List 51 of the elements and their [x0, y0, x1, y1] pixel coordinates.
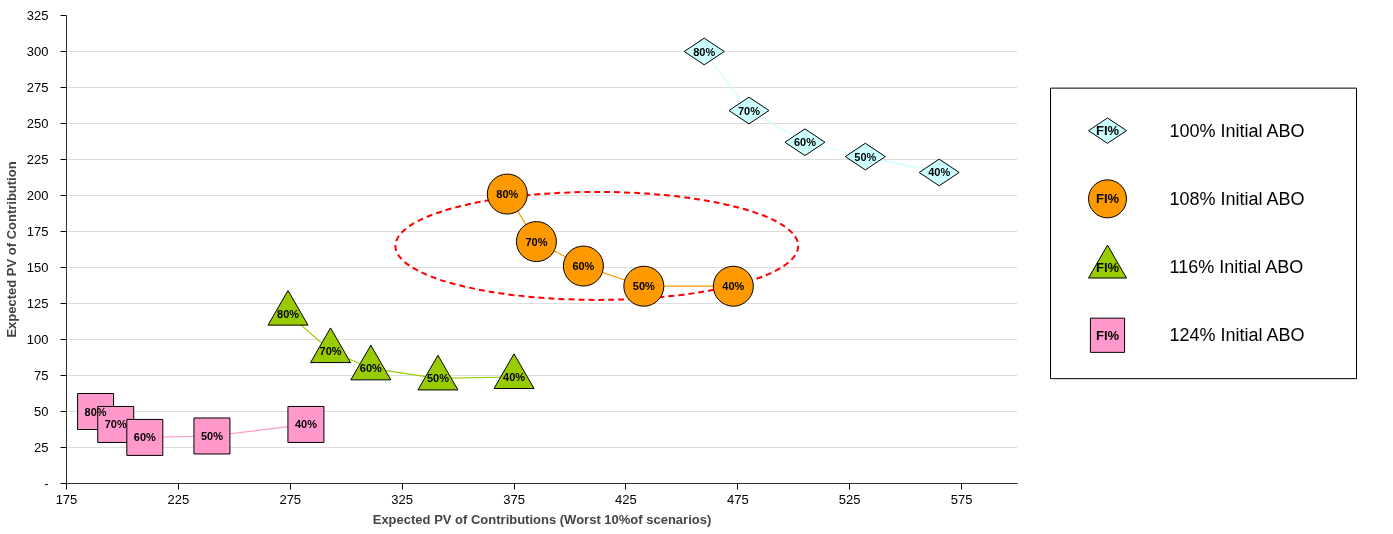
legend-label: 116% Initial ABO [1169, 257, 1304, 278]
annotation: 40% [722, 280, 745, 293]
y-tick-label: 325 [26, 8, 49, 23]
y-tick-label: 125 [26, 296, 49, 311]
point [486, 173, 528, 215]
y-tick-label: 50 [34, 404, 49, 419]
x-tick-label: 325 [391, 491, 414, 507]
y-tick-label: 225 [26, 152, 49, 167]
annotation: 50% [426, 372, 450, 385]
x-tick-label: 575 [950, 491, 973, 507]
annotation: 40% [503, 370, 526, 383]
legend-label: 100% Initial ABO [1169, 120, 1305, 141]
text: 124% Initial ABO [1169, 325, 1305, 346]
y-tick-label: 25 [34, 440, 49, 455]
x-tick-label: 425 [615, 491, 637, 507]
annotation: 80% [496, 188, 519, 201]
y-tick-label: 200 [26, 188, 49, 203]
x-tick-label: 525 [838, 491, 861, 507]
annotation: 60% [572, 260, 595, 273]
point [623, 265, 665, 307]
x-tick-label: 275 [279, 491, 302, 507]
annotation: 50% [632, 280, 656, 293]
x-tick-label: 175 [55, 491, 78, 507]
text: FI% [1095, 191, 1120, 207]
y-tick-label: 150 [26, 260, 49, 275]
x-tick-label: 225 [167, 491, 190, 507]
annotation: 80% [277, 307, 300, 320]
point [515, 221, 557, 263]
y-tick-label: 75 [34, 368, 49, 383]
legend-label: 108% Initial ABO [1169, 188, 1305, 209]
annotation: 60% [359, 362, 383, 375]
y-axis-title: Expected PV of Contribution [3, 161, 19, 338]
text: FI% [1095, 123, 1120, 139]
x-tick-label: 475 [726, 491, 749, 507]
y-tick-label: 100 [26, 332, 49, 347]
x-axis-title: Expected PV of Contributions (Worst 10%of scenarios) [372, 511, 712, 527]
y-tick-label: 250 [26, 116, 49, 131]
y-tick-label: 275 [26, 80, 49, 95]
y-tick-label: 175 [26, 224, 49, 239]
y-tick-label: - [44, 476, 49, 491]
annotation: 40% [294, 418, 318, 431]
x-tick-label: 375 [503, 491, 525, 507]
annotation: 70% [319, 345, 342, 358]
annotation: 60% [133, 431, 157, 444]
text: FI% [1095, 327, 1120, 343]
point [562, 245, 604, 287]
text: FI% [1095, 259, 1120, 275]
annotation: 50% [200, 429, 224, 442]
annotation: 70% [525, 235, 548, 248]
point [712, 265, 754, 307]
y-tick-label: 300 [26, 44, 49, 59]
